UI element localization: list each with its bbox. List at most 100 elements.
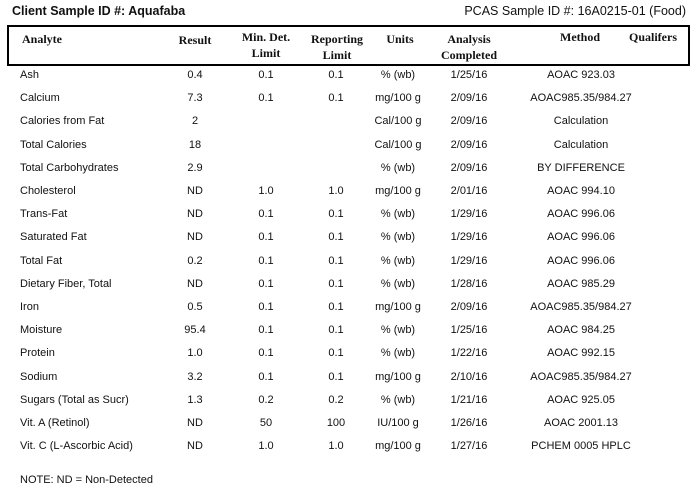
result-cell: 1.3 <box>187 393 203 406</box>
result-cell: 0.2 <box>187 254 203 267</box>
method-cell: AOAC 2001.13 <box>544 417 618 429</box>
method-cell: Calculation <box>553 138 609 151</box>
analysis-date-cell: 1/29/16 <box>450 208 488 221</box>
reporting-limit-cell: 100 <box>326 417 346 429</box>
reporting-limit-cell: 0.1 <box>328 370 344 383</box>
units-cell: % (wb) <box>380 231 416 244</box>
analyte-cell: Trans-Fat <box>20 208 68 221</box>
method-cell: AOAC985.35/984.27 <box>530 370 632 383</box>
reporting-limit-cell: 0.1 <box>328 324 344 337</box>
result-cell: ND <box>187 277 203 290</box>
reporting-limit-cell: 0.1 <box>328 277 344 290</box>
result-cell: 0.5 <box>187 301 203 313</box>
table-row: Total Fat 0.2 0.1 0.1 % (wb) 1/29/16 AOAC 996.… <box>0 250 700 272</box>
table-row: Dietary Fiber, Total ND 0.1 0.1 % (wb) 1/28/1… <box>0 273 700 295</box>
table-row: Ash 0.4 0.1 0.1 % (wb) 1/25/16 AOAC 923.03 <box>0 64 700 86</box>
units-cell: mg/100 g <box>375 185 421 197</box>
units-cell: % (wb) <box>380 393 416 406</box>
result-cell: 95.4 <box>184 324 206 337</box>
min-det-limit-cell: 0.1 <box>258 301 274 313</box>
units-cell: mg/100 g <box>375 370 421 383</box>
analysis-date-cell: 1/22/16 <box>450 347 488 360</box>
table-row: Cholesterol ND 1.0 1.0 mg/100 g 2/01/16 AOAC 9… <box>0 180 700 202</box>
units-cell: % (wb) <box>380 277 416 290</box>
min-det-limit-cell: 50 <box>259 417 273 429</box>
col-method: Method <box>560 30 600 44</box>
table-row: Sodium 3.2 0.1 0.1 mg/100 g 2/10/16 AOAC985.35… <box>0 366 700 388</box>
reporting-limit-cell: 0.1 <box>328 254 344 267</box>
col-result: Result <box>178 33 212 47</box>
method-cell: AOAC 923.03 <box>547 69 615 81</box>
min-det-limit-cell: 0.1 <box>258 92 274 105</box>
reporting-limit-cell: 0.1 <box>328 92 344 105</box>
analysis-date-cell: 1/28/16 <box>450 277 488 290</box>
analyte-cell: Vit. A (Retinol) <box>20 417 90 429</box>
analyte-cell: Calories from Fat <box>20 115 105 128</box>
table-row: Calories from Fat 2 Cal/100 g 2/09/16 Calcul… <box>0 110 700 132</box>
units-cell: Cal/100 g <box>374 138 422 151</box>
table-row: Moisture 95.4 0.1 0.1 % (wb) 1/25/16 AOAC 984.… <box>0 319 700 341</box>
min-det-limit-cell: 1.0 <box>258 185 274 197</box>
table-row: Calcium 7.3 0.1 0.1 mg/100 g 2/09/16 AOAC985.3… <box>0 87 700 109</box>
analyte-cell: Calcium <box>20 92 60 105</box>
method-cell: AOAC 994.10 <box>547 185 615 197</box>
units-cell: % (wb) <box>380 324 416 337</box>
analysis-date-cell: 2/09/16 <box>450 301 488 313</box>
table-row: Sugars (Total as Sucr) 1.3 0.2 0.2 % (wb) 1/2… <box>0 389 700 411</box>
table-row: Iron 0.5 0.1 0.1 mg/100 g 2/09/16 AOAC985.35/9… <box>0 296 700 318</box>
reporting-limit-cell: 0.1 <box>328 347 344 360</box>
result-cell: ND <box>187 208 203 221</box>
analysis-date-cell: 2/09/16 <box>450 138 488 151</box>
method-cell: AOAC 985.29 <box>547 277 615 290</box>
reporting-limit-cell: 0.1 <box>328 301 344 313</box>
min-det-limit-cell: 0.1 <box>258 254 274 267</box>
result-cell: 3.2 <box>187 370 203 383</box>
analysis-date-cell: 2/09/16 <box>450 161 488 174</box>
analysis-date-cell: 2/01/16 <box>450 185 488 197</box>
units-cell: % (wb) <box>380 208 416 221</box>
col-analyte: Analyte <box>22 32 62 46</box>
analysis-date-cell: 1/21/16 <box>450 393 488 406</box>
analyte-cell: Vit. C (L-Ascorbic Acid) <box>20 440 133 453</box>
result-cell: ND <box>187 185 203 197</box>
units-cell: Cal/100 g <box>374 115 422 128</box>
result-cell: ND <box>187 440 203 453</box>
result-cell: 18 <box>188 138 202 151</box>
col-reporting-limit: Reporting Limit <box>311 32 363 62</box>
table-row: Trans-Fat ND 0.1 0.1 % (wb) 1/29/16 AOAC 996.0… <box>0 203 700 225</box>
table-row: Saturated Fat ND 0.1 0.1 % (wb) 1/29/16 AOAC 9… <box>0 226 700 248</box>
table-row: Total Calories 18 Cal/100 g 2/09/16 Calculat… <box>0 134 700 156</box>
analysis-date-cell: 2/10/16 <box>450 370 488 383</box>
footnote: NOTE: ND = Non-Detected <box>20 474 153 486</box>
col-units: Units <box>386 32 414 46</box>
method-cell: PCHEM 0005 HPLC <box>531 440 631 453</box>
table-row: Protein 1.0 0.1 0.1 % (wb) 1/22/16 AOAC 992.15 <box>0 342 700 364</box>
analysis-date-cell: 1/26/16 <box>450 417 488 429</box>
min-det-limit-cell: 0.1 <box>258 69 274 81</box>
reporting-limit-cell: 0.1 <box>328 208 344 221</box>
col-min-det-limit: Min. Det. Limit <box>241 30 291 60</box>
method-cell: AOAC 992.15 <box>547 347 615 360</box>
method-cell: AOAC 996.06 <box>547 231 615 244</box>
table-header <box>7 25 690 66</box>
reporting-limit-cell: 1.0 <box>328 440 344 453</box>
reporting-limit-cell: 0.1 <box>328 231 344 244</box>
reporting-limit-cell: 0.2 <box>328 393 344 406</box>
analyte-cell: Cholesterol <box>20 185 76 197</box>
analysis-date-cell: 2/09/16 <box>450 92 488 105</box>
table-row: Total Carbohydrates 2.9 % (wb) 2/09/16 BY DI… <box>0 157 700 179</box>
units-cell: mg/100 g <box>375 440 421 453</box>
analyte-cell: Moisture <box>20 324 63 337</box>
method-cell: AOAC 984.25 <box>547 324 615 337</box>
analysis-date-cell: 1/29/16 <box>450 254 488 267</box>
method-cell: Calculation <box>553 115 609 128</box>
col-qualifiers: Qualifers <box>629 30 677 44</box>
min-det-limit-cell: 0.1 <box>258 277 274 290</box>
analysis-date-cell: 1/29/16 <box>450 231 488 244</box>
result-cell: 7.3 <box>187 92 203 105</box>
min-det-limit-cell: 0.1 <box>258 324 274 337</box>
analyte-cell: Protein <box>20 347 55 360</box>
min-det-limit-cell: 0.1 <box>258 231 274 244</box>
units-cell: % (wb) <box>380 347 416 360</box>
pcas-sample-id: PCAS Sample ID #: 16A0215-01 (Food) <box>464 4 686 18</box>
